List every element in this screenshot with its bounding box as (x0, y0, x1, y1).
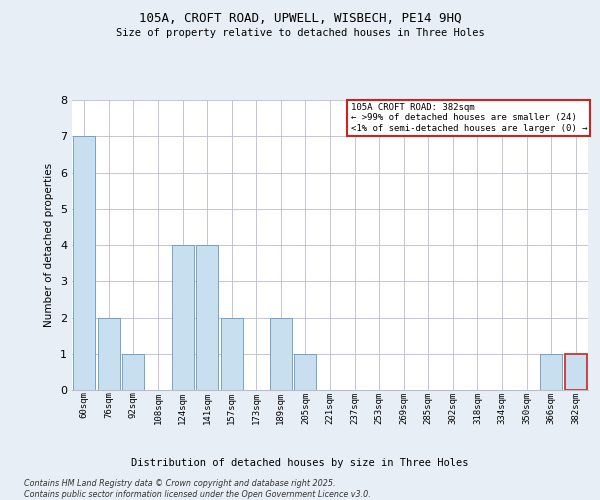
Bar (122, 354, 145, 390)
Bar (196, 245, 218, 390)
Text: Contains HM Land Registry data © Crown copyright and database right 2025.: Contains HM Land Registry data © Crown c… (24, 479, 335, 488)
Bar (295, 354, 316, 390)
Text: 105A CROFT ROAD: 382sqm
← >99% of detached houses are smaller (24)
<1% of semi-d: 105A CROFT ROAD: 382sqm ← >99% of detach… (350, 103, 587, 132)
Bar (73, 136, 95, 390)
Bar (221, 318, 243, 390)
Text: Contains public sector information licensed under the Open Government Licence v3: Contains public sector information licen… (24, 490, 371, 499)
Bar (540, 354, 562, 390)
Text: 105A, CROFT ROAD, UPWELL, WISBECH, PE14 9HQ: 105A, CROFT ROAD, UPWELL, WISBECH, PE14 … (139, 12, 461, 26)
Bar (270, 318, 292, 390)
Text: Distribution of detached houses by size in Three Holes: Distribution of detached houses by size … (131, 458, 469, 468)
Bar (172, 245, 194, 390)
Bar (98, 318, 120, 390)
Y-axis label: Number of detached properties: Number of detached properties (44, 163, 55, 327)
Text: Size of property relative to detached houses in Three Holes: Size of property relative to detached ho… (116, 28, 484, 38)
Bar (565, 354, 587, 390)
